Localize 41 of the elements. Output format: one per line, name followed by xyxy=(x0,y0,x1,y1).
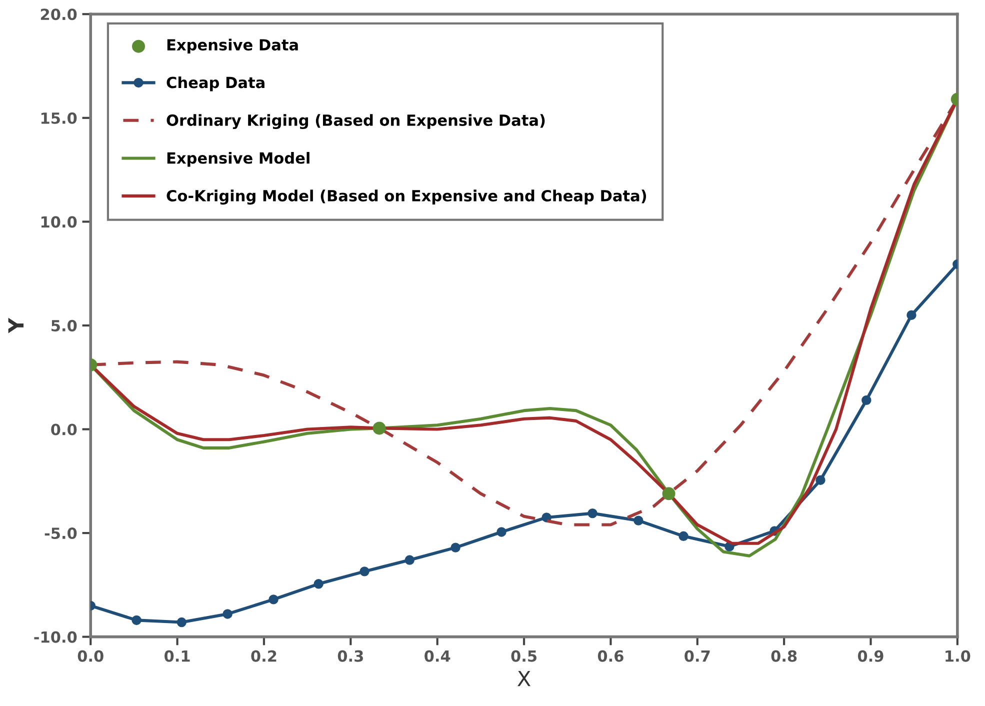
point xyxy=(176,617,186,628)
point xyxy=(496,527,506,537)
legend-label: Co-Kriging Model (Based on Expensive and Cheap Data) xyxy=(166,190,646,205)
point xyxy=(634,516,644,526)
x-tick-label: 0.7 xyxy=(684,650,710,662)
x-tick-label: 0.3 xyxy=(338,650,363,662)
point xyxy=(862,395,872,406)
x-tick-label: 0.9 xyxy=(858,650,884,662)
x-tick-label: 0.6 xyxy=(598,650,624,662)
y-tick-label: 10.0 xyxy=(41,216,77,228)
point xyxy=(588,508,598,518)
x-tick-label: 0.4 xyxy=(424,650,450,662)
x-tick-label: 0.0 xyxy=(78,650,104,662)
legend-label: Ordinary Kriging (Based on Expensive Data) xyxy=(166,114,545,130)
y-tick-label: 20.0 xyxy=(40,8,77,20)
point xyxy=(542,512,552,522)
x-tick-label: 0.5 xyxy=(511,650,536,662)
y-tick-label: 5.0 xyxy=(52,320,77,332)
point xyxy=(816,475,826,485)
point xyxy=(132,615,142,626)
y-tick-label: 15.0 xyxy=(41,112,77,124)
y-tick-label: -10.0 xyxy=(34,631,77,643)
point xyxy=(678,531,688,542)
point xyxy=(268,594,278,604)
y-axis-title: Y xyxy=(8,318,24,334)
point xyxy=(450,542,460,552)
point xyxy=(906,310,916,320)
x-tick-label: 1.0 xyxy=(946,650,970,662)
legend-label: Cheap Data xyxy=(166,76,264,92)
x-axis-title: X xyxy=(518,670,531,686)
y-tick-label: -5.0 xyxy=(44,527,77,540)
x-tick-label: 0.2 xyxy=(251,650,276,662)
x-tick-label: 0.1 xyxy=(164,650,190,662)
legend-label: Expensive Data xyxy=(167,38,298,54)
y-tick-label: 0.0 xyxy=(51,424,77,436)
point xyxy=(360,566,370,576)
point xyxy=(314,579,324,589)
x-tick-label: 0.8 xyxy=(771,650,797,662)
point xyxy=(222,609,232,619)
point xyxy=(404,555,414,565)
legend-label: Expensive Model xyxy=(167,152,310,167)
